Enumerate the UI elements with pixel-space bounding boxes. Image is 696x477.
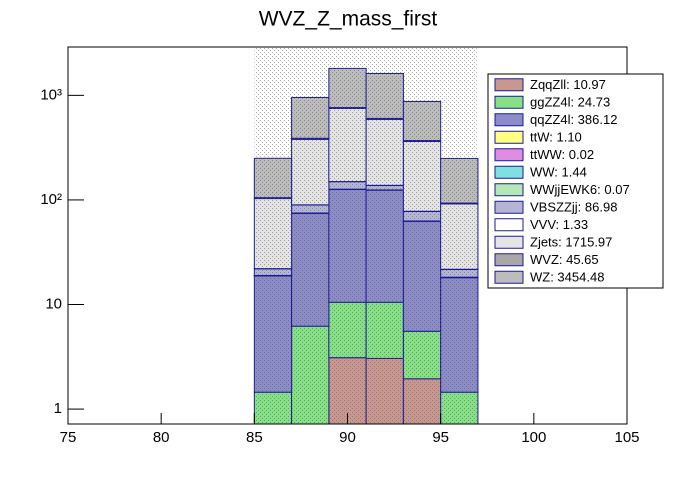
legend-swatch xyxy=(495,184,523,196)
bar-segment xyxy=(403,101,440,140)
x-tick-label: 100 xyxy=(521,429,546,446)
y-tick-label: 10³ xyxy=(40,86,62,103)
legend-swatch xyxy=(495,254,523,266)
legend-swatch xyxy=(495,219,523,231)
bar-segment xyxy=(366,119,403,185)
x-tick-label: 105 xyxy=(614,429,639,446)
bar-segment xyxy=(329,68,366,107)
legend-label: VBSZZjj: 86.98 xyxy=(530,200,617,215)
bar-segment xyxy=(254,392,291,424)
bar-segment xyxy=(292,213,329,326)
x-tick-label: 80 xyxy=(153,429,170,446)
bar-segment xyxy=(254,276,291,392)
bar-segment xyxy=(441,158,478,203)
x-tick-label: 85 xyxy=(246,429,263,446)
y-tick-label: 10 xyxy=(45,295,62,312)
bar-segment xyxy=(254,199,291,269)
bar-segment xyxy=(403,211,440,221)
legend-swatch xyxy=(495,96,523,108)
legend-swatch xyxy=(495,131,523,143)
legend-label: Zjets: 1715.97 xyxy=(530,235,612,250)
legend-swatch xyxy=(495,271,523,283)
legend-label: ZqqZll: 10.97 xyxy=(530,77,606,92)
bar-segment xyxy=(403,221,440,331)
bar-segment xyxy=(366,73,403,118)
bar-segment xyxy=(292,205,329,213)
bar-segment xyxy=(329,302,366,357)
bar-segment xyxy=(441,278,478,393)
bar-segment xyxy=(403,141,440,211)
legend-label: WZ: 3454.48 xyxy=(530,270,604,285)
legend-label: ttW: 1.10 xyxy=(530,130,582,145)
x-tick-label: 75 xyxy=(60,429,77,446)
bar-segment xyxy=(366,358,403,424)
legend-label: WW: 1.44 xyxy=(530,165,587,180)
legend-swatch xyxy=(495,79,523,91)
legend-swatch xyxy=(495,114,523,126)
bar-segment xyxy=(403,379,440,424)
y-tick-label: 10² xyxy=(40,191,62,208)
legend-swatch xyxy=(495,201,523,213)
bar-segment xyxy=(254,269,291,276)
legend-label: ggZZ4l: 24.73 xyxy=(530,95,610,110)
legend-label: ttWW: 0.02 xyxy=(530,147,594,162)
bar-segment xyxy=(292,326,329,424)
bar-segment xyxy=(441,269,478,277)
bar-segment xyxy=(329,182,366,190)
legend-label: qqZZ4l: 386.12 xyxy=(530,112,617,127)
bar-segment xyxy=(366,190,403,302)
legend-label: VVV: 1.33 xyxy=(530,217,588,232)
chart-title: WVZ_Z_mass_first xyxy=(259,8,438,31)
legend-swatch xyxy=(495,236,523,248)
bar-segment xyxy=(403,331,440,379)
legend-swatch xyxy=(495,166,523,178)
bar-segment xyxy=(329,108,366,181)
legend-label: WWjjEWK6: 0.07 xyxy=(530,182,630,197)
bar-segment xyxy=(254,158,291,197)
y-tick-label: 1 xyxy=(54,400,62,417)
bar-segment xyxy=(292,139,329,204)
bar-segment xyxy=(441,204,478,269)
legend-swatch xyxy=(495,149,523,161)
bar-segment xyxy=(292,97,329,138)
bar-segment xyxy=(441,392,478,424)
x-tick-label: 95 xyxy=(432,429,449,446)
bar-segment xyxy=(329,189,366,302)
x-tick-label: 90 xyxy=(339,429,356,446)
bar-segment xyxy=(366,302,403,358)
bar-segment xyxy=(366,185,403,190)
legend-label: WVZ: 45.65 xyxy=(530,252,599,267)
